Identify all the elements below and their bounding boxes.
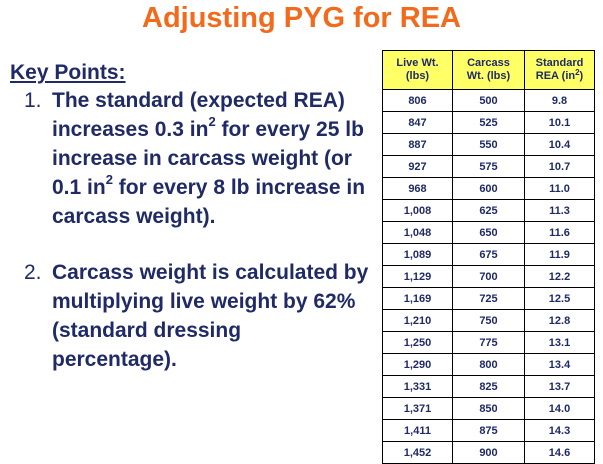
cell-standard-rea: 13.1 bbox=[524, 331, 595, 354]
key-point-1: 1. The standard (expected REA) increases… bbox=[10, 86, 370, 231]
cell-standard-rea: 10.7 bbox=[524, 155, 595, 178]
cell-carcass-weight: 700 bbox=[452, 265, 525, 288]
cell-standard-rea: 13.4 bbox=[524, 353, 595, 376]
cell-carcass-weight: 775 bbox=[452, 331, 525, 354]
table-row: 1,089 675 11.9 bbox=[382, 243, 595, 266]
table-row: 1,210 750 12.8 bbox=[382, 309, 595, 332]
key-points: Key Points: 1. The standard (expected RE… bbox=[10, 60, 370, 374]
key-point-2: 2. Carcass weight is calculated by multi… bbox=[10, 258, 370, 374]
header-carcass-weight: Carcass Wt. (lbs) bbox=[452, 50, 525, 90]
cell-carcass-weight: 550 bbox=[452, 133, 525, 156]
cell-standard-rea: 11.6 bbox=[524, 221, 595, 244]
cell-carcass-weight: 875 bbox=[452, 419, 525, 442]
cell-carcass-weight: 900 bbox=[452, 441, 525, 464]
cell-carcass-weight: 500 bbox=[452, 89, 525, 112]
cell-standard-rea: 10.1 bbox=[524, 111, 595, 134]
cell-live-weight: 1,290 bbox=[382, 353, 453, 376]
cell-live-weight: 806 bbox=[382, 89, 453, 112]
cell-carcass-weight: 850 bbox=[452, 397, 525, 420]
cell-standard-rea: 14.0 bbox=[524, 397, 595, 420]
cell-live-weight: 1,371 bbox=[382, 397, 453, 420]
cell-live-weight: 1,452 bbox=[382, 441, 453, 464]
rea-table: Live Wt. (lbs) Carcass Wt. (lbs) Standard R… bbox=[382, 50, 595, 464]
table-row: 968 600 11.0 bbox=[382, 177, 595, 200]
table-row: 806 500 9.8 bbox=[382, 89, 595, 112]
key-point-text: Carcass weight is calculated by multiply… bbox=[52, 261, 369, 371]
header-live-weight: Live Wt. (lbs) bbox=[382, 50, 453, 90]
cell-live-weight: 1,089 bbox=[382, 243, 453, 266]
table-row: 1,371 850 14.0 bbox=[382, 397, 595, 420]
cell-live-weight: 847 bbox=[382, 111, 453, 134]
key-points-heading: Key Points: bbox=[10, 61, 126, 84]
table-header-row: Live Wt. (lbs) Carcass Wt. (lbs) Standard R… bbox=[382, 50, 595, 90]
cell-carcass-weight: 825 bbox=[452, 375, 525, 398]
cell-live-weight: 1,411 bbox=[382, 419, 453, 442]
cell-standard-rea: 12.5 bbox=[524, 287, 595, 310]
cell-standard-rea: 12.2 bbox=[524, 265, 595, 288]
table-row: 1,250 775 13.1 bbox=[382, 331, 595, 354]
cell-standard-rea: 14.6 bbox=[524, 441, 595, 464]
table-row: 1,331 825 13.7 bbox=[382, 375, 595, 398]
superscript: 2 bbox=[208, 114, 216, 129]
cell-live-weight: 887 bbox=[382, 133, 453, 156]
cell-live-weight: 1,008 bbox=[382, 199, 453, 222]
cell-live-weight: 1,250 bbox=[382, 331, 453, 354]
table-row: 1,048 650 11.6 bbox=[382, 221, 595, 244]
table-row: 847 525 10.1 bbox=[382, 111, 595, 134]
cell-live-weight: 1,331 bbox=[382, 375, 453, 398]
cell-carcass-weight: 675 bbox=[452, 243, 525, 266]
key-point-text: The standard (expected REA) increases 0.… bbox=[52, 89, 345, 141]
table-row: 1,452 900 14.6 bbox=[382, 441, 595, 464]
cell-live-weight: 968 bbox=[382, 177, 453, 200]
rea-table-container: Live Wt. (lbs) Carcass Wt. (lbs) Standard R… bbox=[382, 50, 595, 464]
cell-standard-rea: 13.7 bbox=[524, 375, 595, 398]
cell-carcass-weight: 600 bbox=[452, 177, 525, 200]
table-row: 1,411 875 14.3 bbox=[382, 419, 595, 442]
table-row: 1,129 700 12.2 bbox=[382, 265, 595, 288]
cell-standard-rea: 14.3 bbox=[524, 419, 595, 442]
cell-standard-rea: 9.8 bbox=[524, 89, 595, 112]
cell-live-weight: 1,129 bbox=[382, 265, 453, 288]
cell-standard-rea: 11.3 bbox=[524, 199, 595, 222]
cell-standard-rea: 11.9 bbox=[524, 243, 595, 266]
cell-live-weight: 1,169 bbox=[382, 287, 453, 310]
key-point-number: 1. bbox=[24, 89, 42, 112]
cell-carcass-weight: 800 bbox=[452, 353, 525, 376]
cell-standard-rea: 11.0 bbox=[524, 177, 595, 200]
page-title: Adjusting PYG for REA bbox=[142, 2, 461, 34]
cell-carcass-weight: 750 bbox=[452, 309, 525, 332]
cell-carcass-weight: 650 bbox=[452, 221, 525, 244]
key-point-text: for every 25 lb increase in carcass weig… bbox=[52, 118, 364, 199]
table-row: 1,008 625 11.3 bbox=[382, 199, 595, 222]
cell-live-weight: 927 bbox=[382, 155, 453, 178]
cell-standard-rea: 12.8 bbox=[524, 309, 595, 332]
cell-carcass-weight: 575 bbox=[452, 155, 525, 178]
key-point-number: 2. bbox=[24, 261, 42, 284]
key-point-text: for every 8 lb increase in carcass weigh… bbox=[52, 176, 366, 228]
header-standard-rea: Standard REA (in2) bbox=[524, 50, 595, 90]
table-row: 927 575 10.7 bbox=[382, 155, 595, 178]
cell-live-weight: 1,210 bbox=[382, 309, 453, 332]
table-body: 806 500 9.8 847 525 10.1 887 550 10.4 927 575 10.7 9… bbox=[382, 89, 595, 464]
table-row: 887 550 10.4 bbox=[382, 133, 595, 156]
cell-standard-rea: 10.4 bbox=[524, 133, 595, 156]
cell-carcass-weight: 725 bbox=[452, 287, 525, 310]
table-row: 1,169 725 12.5 bbox=[382, 287, 595, 310]
cell-carcass-weight: 525 bbox=[452, 111, 525, 134]
table-row: 1,290 800 13.4 bbox=[382, 353, 595, 376]
superscript: 2 bbox=[105, 172, 113, 187]
cell-live-weight: 1,048 bbox=[382, 221, 453, 244]
cell-carcass-weight: 625 bbox=[452, 199, 525, 222]
